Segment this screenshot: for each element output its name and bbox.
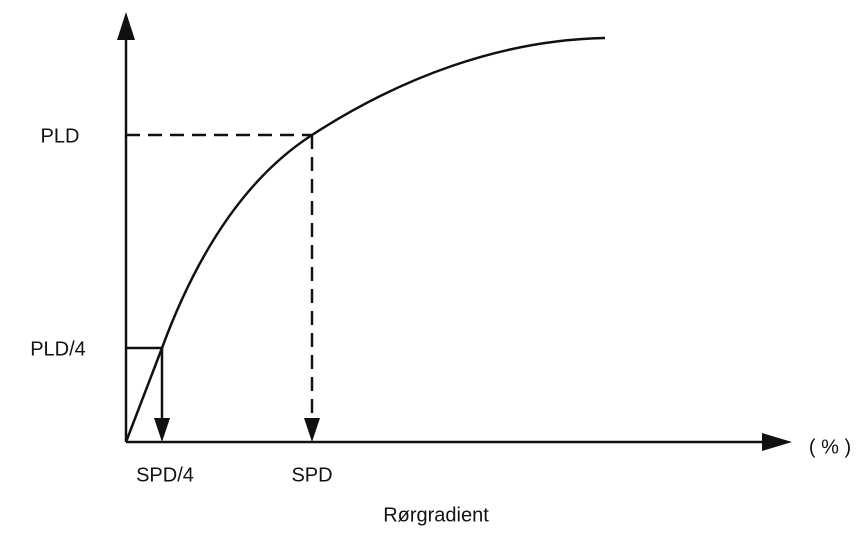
x-unit: ( % ) [809,436,851,458]
curve [124,36,606,443]
spd4-arrow [154,418,170,442]
y-label: PLD/4 [30,338,86,360]
x-label: SPD [291,464,332,486]
spd-arrow [304,418,320,442]
y-label: PLD [41,125,80,147]
x-label: SPD/4 [136,464,194,486]
x-axis-title: Rørgradient [383,504,489,526]
y-axis-arrow [117,12,135,40]
x-axis-arrow [762,433,792,451]
